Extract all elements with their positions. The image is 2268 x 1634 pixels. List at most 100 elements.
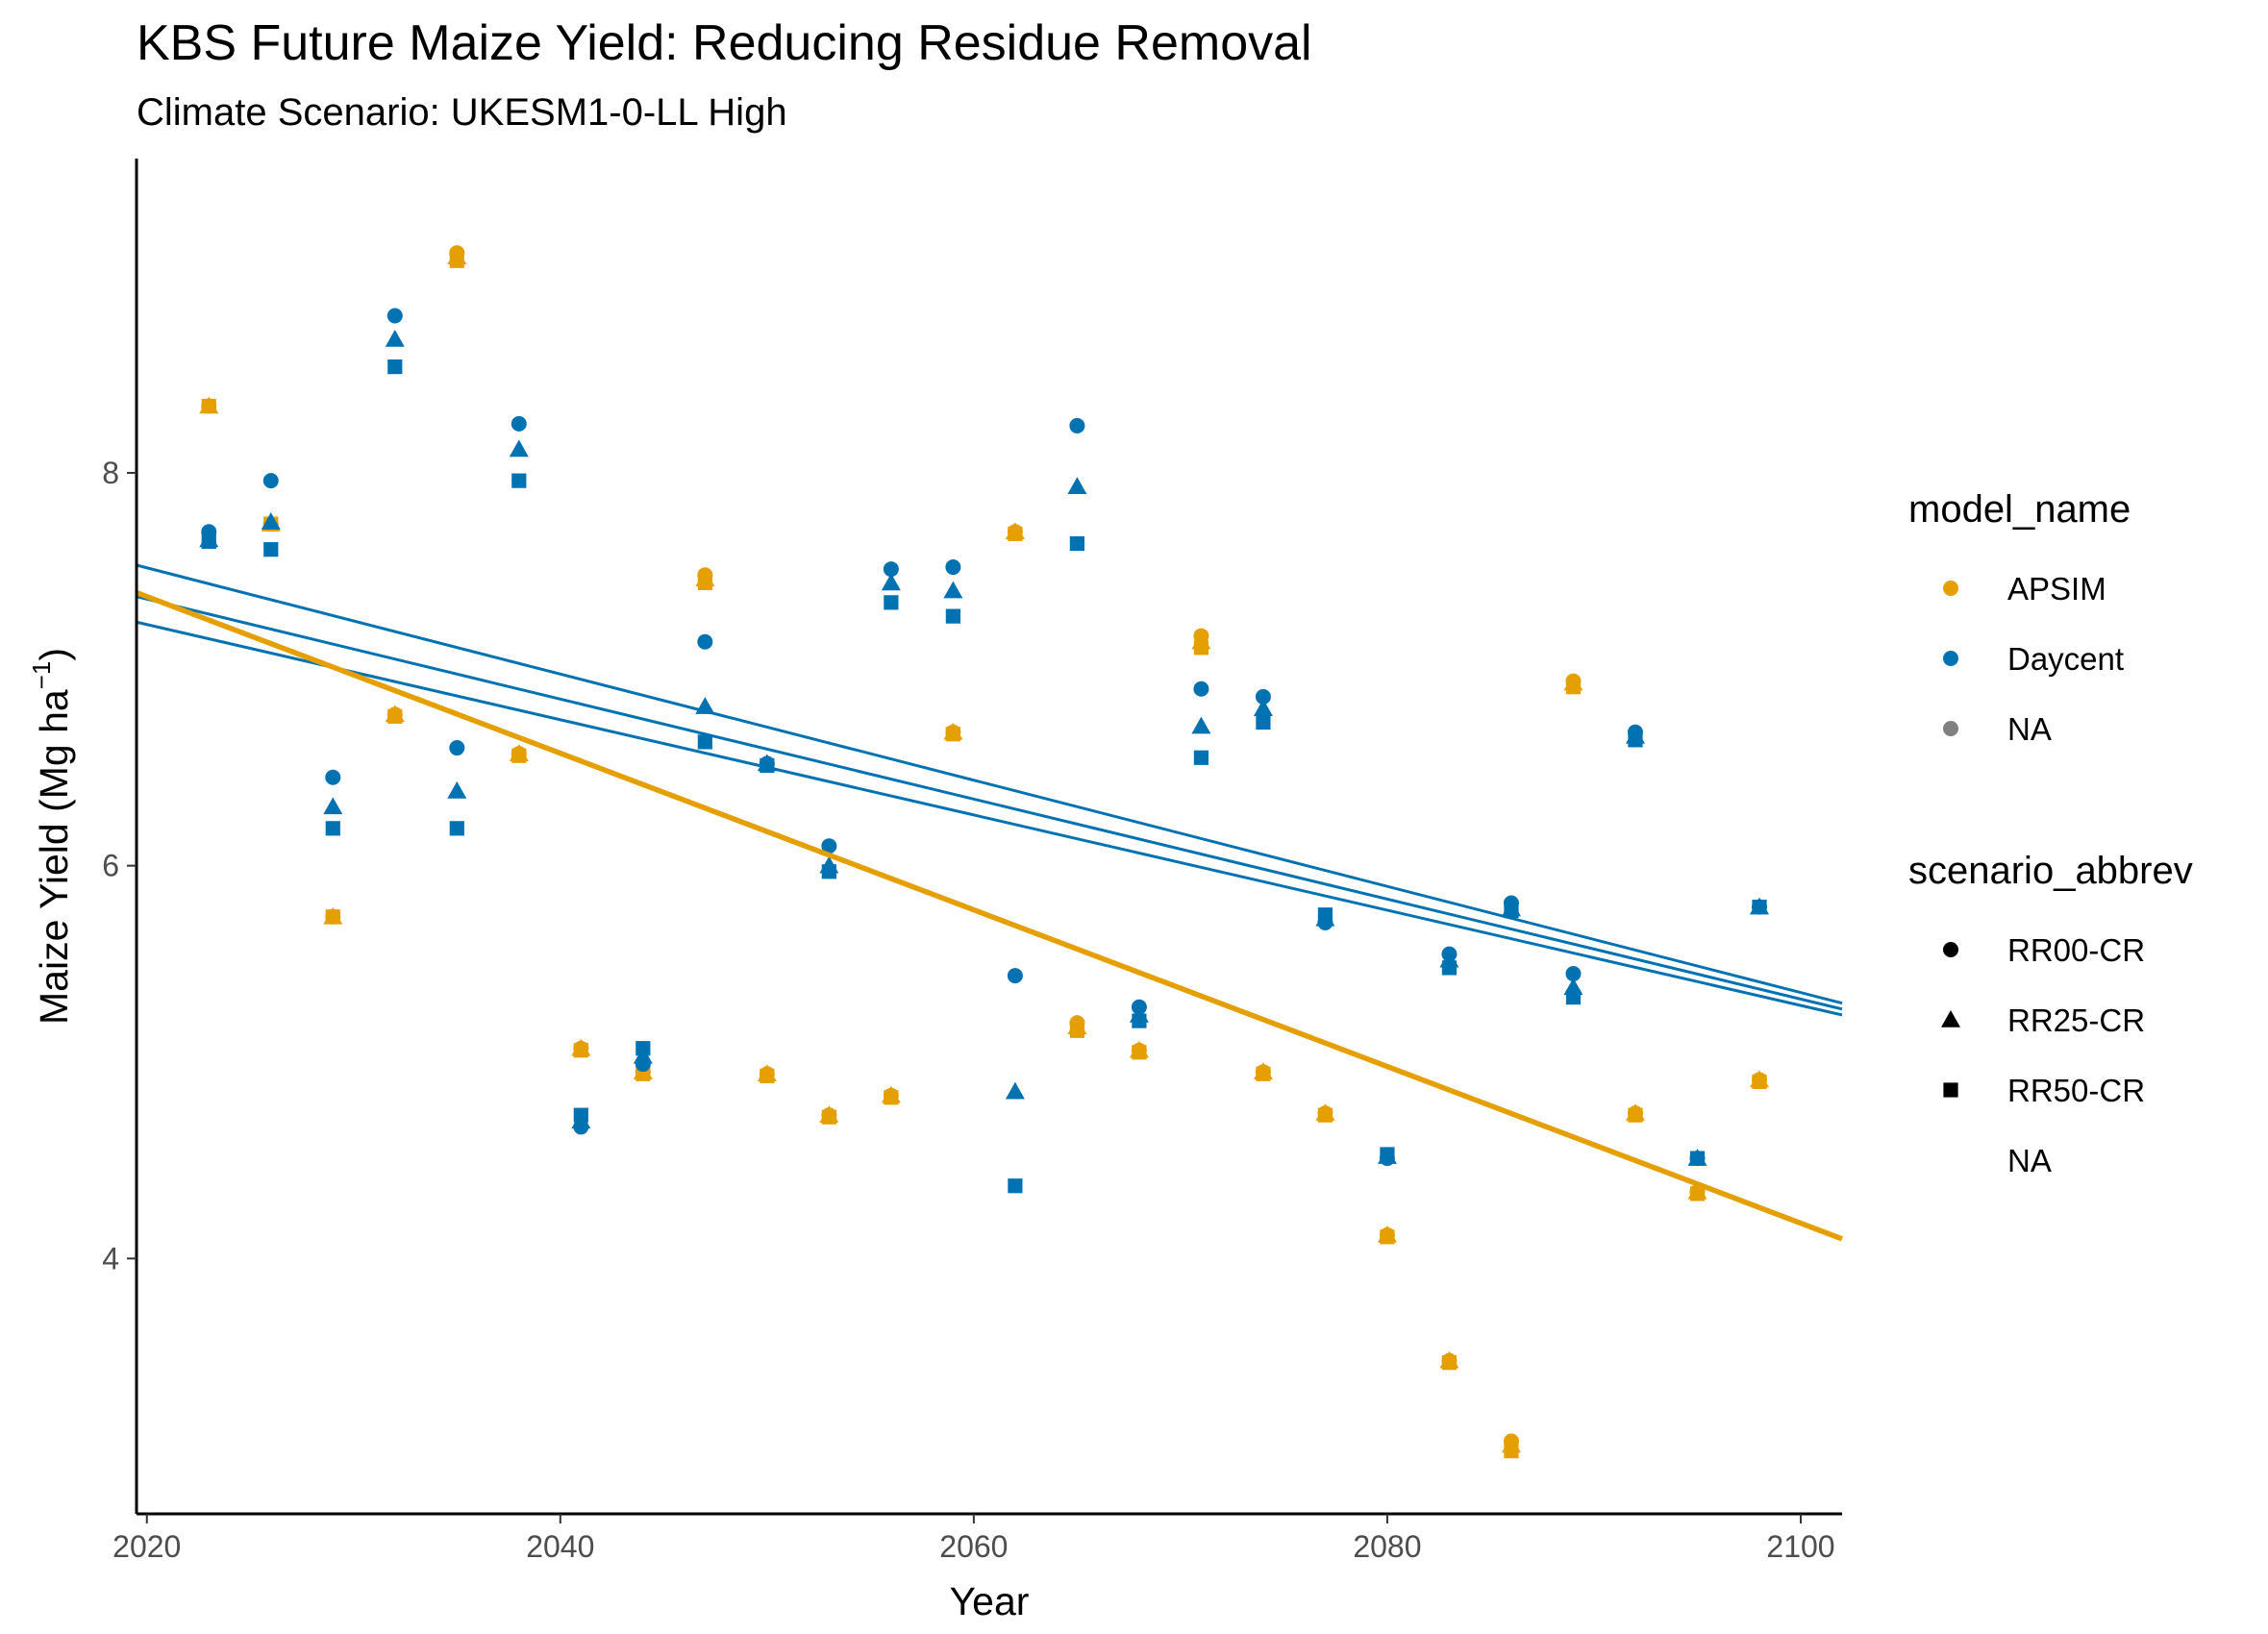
plot-area bbox=[136, 245, 1843, 1459]
legend-color-title: model_name bbox=[1908, 488, 2131, 531]
y-axis-title-end: ) bbox=[32, 648, 76, 661]
y-axis-title-sup: −1 bbox=[27, 661, 56, 690]
point-apsim-rr50-cr bbox=[449, 253, 464, 268]
legend-color-key bbox=[1943, 651, 1958, 666]
y-axis-title: Maize Yield (Mg ha−1) bbox=[27, 648, 76, 1025]
trend-line-apsim bbox=[136, 590, 1843, 1242]
point-apsim-rr50-cr bbox=[1628, 1107, 1643, 1123]
point-daycent-rr00-cr bbox=[697, 633, 713, 650]
point-daycent-rr50-cr bbox=[201, 533, 216, 550]
point-daycent-rr50-cr bbox=[1380, 1147, 1395, 1162]
point-apsim-rr50-cr bbox=[884, 1090, 899, 1105]
trend-line-daycent bbox=[136, 620, 1843, 1017]
x-tick-label: 2080 bbox=[1353, 1529, 1421, 1564]
point-daycent-rr50-cr bbox=[821, 864, 836, 879]
point-daycent-rr50-cr bbox=[1565, 989, 1582, 1005]
point-apsim-rr50-cr bbox=[573, 1043, 588, 1058]
point-daycent-rr50-cr bbox=[573, 1107, 588, 1123]
point-daycent-rr25-cr bbox=[1067, 477, 1087, 495]
point-daycent-rr50-cr bbox=[697, 734, 712, 750]
y-axis-title-main: Maize Yield (Mg ha bbox=[32, 689, 76, 1025]
point-daycent-rr00-cr bbox=[945, 559, 961, 576]
point-apsim-rr50-cr bbox=[760, 1068, 775, 1083]
point-daycent-rr50-cr bbox=[945, 608, 960, 624]
chart-title: KBS Future Maize Yield: Reducing Residue… bbox=[137, 15, 1312, 71]
point-apsim-rr50-cr bbox=[1069, 1023, 1084, 1038]
point-daycent-rr25-cr bbox=[261, 512, 281, 530]
legend-shape-label: RR50-CR bbox=[2007, 1073, 2145, 1108]
point-daycent-rr00-cr bbox=[1565, 966, 1582, 982]
point-daycent-rr25-cr bbox=[1005, 1081, 1025, 1100]
legend-color-key bbox=[1943, 581, 1958, 596]
point-daycent-rr25-cr bbox=[385, 330, 405, 347]
point-daycent-rr50-cr bbox=[511, 473, 527, 488]
legend-shape-label: NA bbox=[2007, 1143, 2052, 1178]
point-daycent-rr00-cr bbox=[1069, 417, 1085, 433]
y-axis-ticks: 4 6 8 bbox=[102, 456, 137, 1275]
point-daycent-rr00-cr bbox=[1255, 688, 1271, 705]
x-tick-label: 2060 bbox=[939, 1529, 1008, 1564]
point-apsim-rr50-cr bbox=[511, 748, 527, 763]
legend-color-label: APSIM bbox=[2007, 571, 2106, 607]
point-daycent-rr50-cr bbox=[1504, 904, 1519, 919]
point-daycent-rr00-cr bbox=[1193, 681, 1209, 697]
y-tick-label: 6 bbox=[102, 849, 119, 883]
point-daycent-rr25-cr bbox=[447, 781, 467, 799]
point-apsim-rr50-cr bbox=[1504, 1444, 1519, 1459]
point-apsim-rr50-cr bbox=[201, 398, 216, 414]
point-daycent-rr50-cr bbox=[387, 359, 403, 375]
point-apsim-rr50-cr bbox=[1441, 1355, 1458, 1371]
legend-color-key bbox=[1943, 721, 1958, 736]
point-daycent-rr25-cr bbox=[1253, 699, 1273, 716]
point-daycent-rr50-cr bbox=[1256, 714, 1271, 730]
point-apsim-rr50-cr bbox=[1689, 1186, 1706, 1201]
trend-line-daycent bbox=[136, 563, 1843, 1005]
point-daycent-rr25-cr bbox=[943, 581, 963, 599]
point-daycent-rr50-cr bbox=[1441, 960, 1458, 976]
legend-shape-label: RR25-CR bbox=[2007, 1003, 2145, 1038]
point-daycent-rr25-cr bbox=[323, 797, 343, 815]
y-tick-label: 8 bbox=[102, 456, 119, 490]
point-daycent-rr25-cr bbox=[881, 573, 901, 591]
legend-shape-key bbox=[1943, 942, 1958, 957]
point-daycent-rr00-cr bbox=[883, 561, 899, 578]
y-tick-label: 4 bbox=[102, 1241, 119, 1275]
point-apsim-rr50-cr bbox=[387, 708, 403, 724]
point-daycent-rr50-cr bbox=[1069, 535, 1084, 552]
point-daycent-rr50-cr bbox=[1317, 907, 1333, 923]
legend-shape-items: RR00-CR RR25-CR RR50-CR NA bbox=[1941, 932, 2145, 1178]
point-daycent-rr00-cr bbox=[511, 415, 527, 432]
point-apsim-rr50-cr bbox=[1565, 680, 1582, 695]
x-tick-label: 2040 bbox=[526, 1529, 594, 1564]
point-apsim-rr50-cr bbox=[1008, 526, 1023, 541]
x-tick-label: 2020 bbox=[112, 1529, 181, 1564]
legend-color-label: NA bbox=[2007, 711, 2052, 747]
point-apsim-rr50-cr bbox=[1132, 1045, 1147, 1060]
point-daycent-rr00-cr bbox=[821, 838, 837, 854]
x-axis-title: Year bbox=[950, 1579, 1030, 1623]
legend: model_name APSIM Daycent NA scenario_abbre… bbox=[1908, 488, 2193, 1178]
point-daycent-rr50-cr bbox=[1689, 1151, 1706, 1166]
point-apsim-rr50-cr bbox=[1317, 1107, 1333, 1123]
point-apsim-rr50-cr bbox=[945, 727, 960, 742]
point-daycent-rr25-cr bbox=[1191, 716, 1211, 734]
legend-shape-key bbox=[1943, 1082, 1958, 1098]
point-daycent-rr00-cr bbox=[449, 740, 465, 756]
point-apsim-rr50-cr bbox=[821, 1109, 836, 1125]
chart-subtitle: Climate Scenario: UKESM1-0-LL High bbox=[137, 91, 787, 134]
legend-shape-title: scenario_abbrev bbox=[1908, 850, 2193, 892]
point-daycent-rr50-cr bbox=[263, 542, 279, 557]
point-apsim-rr50-cr bbox=[325, 909, 340, 925]
point-apsim-rr50-cr bbox=[697, 575, 712, 590]
point-daycent-rr50-cr bbox=[1628, 732, 1643, 748]
point-daycent-rr00-cr bbox=[325, 769, 341, 785]
x-tick-label: 2100 bbox=[1766, 1529, 1834, 1564]
point-daycent-rr50-cr bbox=[1008, 1178, 1023, 1194]
point-daycent-rr00-cr bbox=[1007, 968, 1023, 984]
point-daycent-rr50-cr bbox=[325, 821, 340, 836]
legend-color-label: Daycent bbox=[2007, 641, 2124, 677]
point-daycent-rr50-cr bbox=[449, 821, 464, 836]
point-apsim-rr50-cr bbox=[1380, 1229, 1395, 1245]
point-apsim-rr50-cr bbox=[1752, 1074, 1767, 1090]
